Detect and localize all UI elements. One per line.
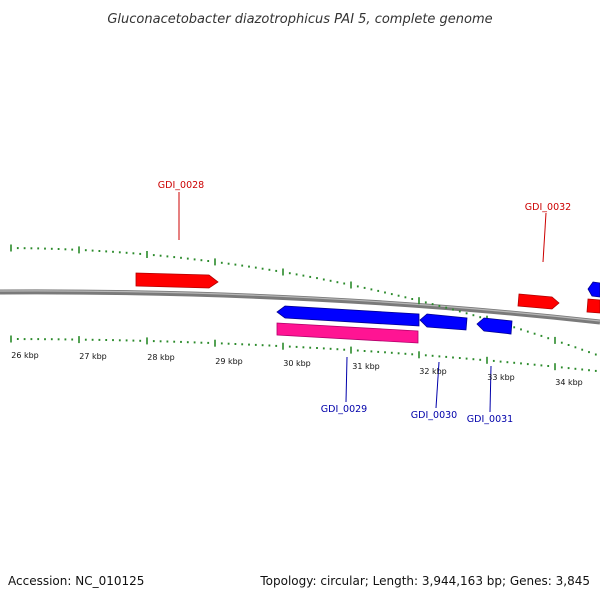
tick-row-inner — [10, 335, 597, 372]
label-gdi-0031[interactable]: GDI_0031 — [467, 414, 513, 425]
leader-gdi-0030 — [435, 361, 440, 409]
gene-gdi-0028[interactable] — [135, 272, 219, 289]
scale-label: 30 kbp — [283, 359, 311, 368]
label-gdi-0029[interactable]: GDI_0029 — [321, 404, 367, 415]
scale-label: 33 kbp — [487, 373, 515, 382]
genome-backbone — [0, 289, 600, 325]
scale-label: 34 kbp — [555, 378, 583, 387]
label-gdi-0032[interactable]: GDI_0032 — [525, 202, 571, 213]
scale-label: 31 kbp — [352, 362, 380, 371]
leader-gdi-0031 — [489, 365, 492, 413]
gene-gdi-0030[interactable] — [419, 313, 468, 331]
genome-summary-text: Topology: circular; Length: 3,944,163 bp… — [260, 574, 590, 588]
gene-partial-reverse[interactable] — [587, 281, 600, 298]
scale-label: 27 kbp — [79, 352, 107, 361]
gene-partial-forward[interactable] — [586, 298, 600, 314]
label-gdi-0028[interactable]: GDI_0028 — [158, 180, 204, 191]
gene-gdi-0029[interactable] — [276, 305, 420, 327]
leader-gdi-0032 — [542, 212, 547, 263]
scale-label: 28 kbp — [147, 353, 175, 362]
scale-label: 26 kbp — [11, 351, 39, 360]
scale-label: 32 kbp — [419, 367, 447, 376]
gene-gdi-0031[interactable] — [476, 317, 513, 335]
leader-gdi-0029 — [345, 356, 348, 403]
scale-label: 29 kbp — [215, 357, 243, 366]
map-title: Gluconacetobacter diazotrophicus PAI 5, … — [107, 12, 492, 27]
feature-gdi-0029[interactable] — [276, 322, 419, 344]
genome-backbone-highlight — [0, 290, 600, 322]
label-gdi-0030[interactable]: GDI_0030 — [411, 410, 457, 421]
accession-text: Accession: NC_010125 — [8, 574, 145, 588]
gene-gdi-0032[interactable] — [517, 293, 560, 310]
